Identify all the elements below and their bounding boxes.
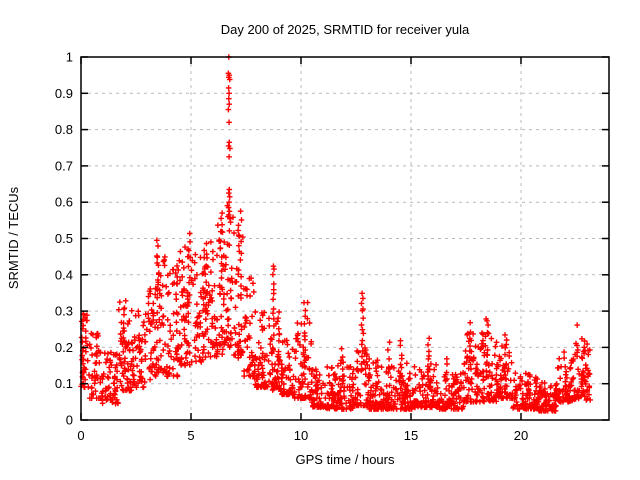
y-tick-label: 0.4 — [55, 267, 73, 282]
x-tick-label: 20 — [514, 428, 528, 443]
y-tick-label: 0.1 — [55, 376, 73, 391]
x-tick-label: 5 — [187, 428, 194, 443]
y-tick-label: 0 — [66, 413, 73, 428]
y-axis-label: SRMTID / TECUs — [6, 186, 21, 289]
x-axis-label: GPS time / hours — [296, 452, 395, 467]
y-tick-label: 0.6 — [55, 195, 73, 210]
x-tick-label: 15 — [404, 428, 418, 443]
y-tick-label: 0.3 — [55, 304, 73, 319]
y-tick-label: 0.7 — [55, 158, 73, 173]
y-tick-label: 0.8 — [55, 122, 73, 137]
y-tick-label: 0.9 — [55, 86, 73, 101]
y-tick-label: 1 — [66, 50, 73, 65]
labels-layer: Day 200 of 2025, SRMTID for receiver yul… — [6, 22, 470, 467]
y-tick-label: 0.2 — [55, 340, 73, 355]
ticks-layer: 0 5 10 15 20 0 0.1 0.2 0.3 0.4 0.5 0.6 0.7 0.8 0.9 1 — [55, 50, 609, 443]
x-tick-label: 10 — [294, 428, 308, 443]
y-tick-label: 0.5 — [55, 231, 73, 246]
chart-title: Day 200 of 2025, SRMTID for receiver yul… — [221, 22, 470, 37]
x-tick-label: 0 — [77, 428, 84, 443]
